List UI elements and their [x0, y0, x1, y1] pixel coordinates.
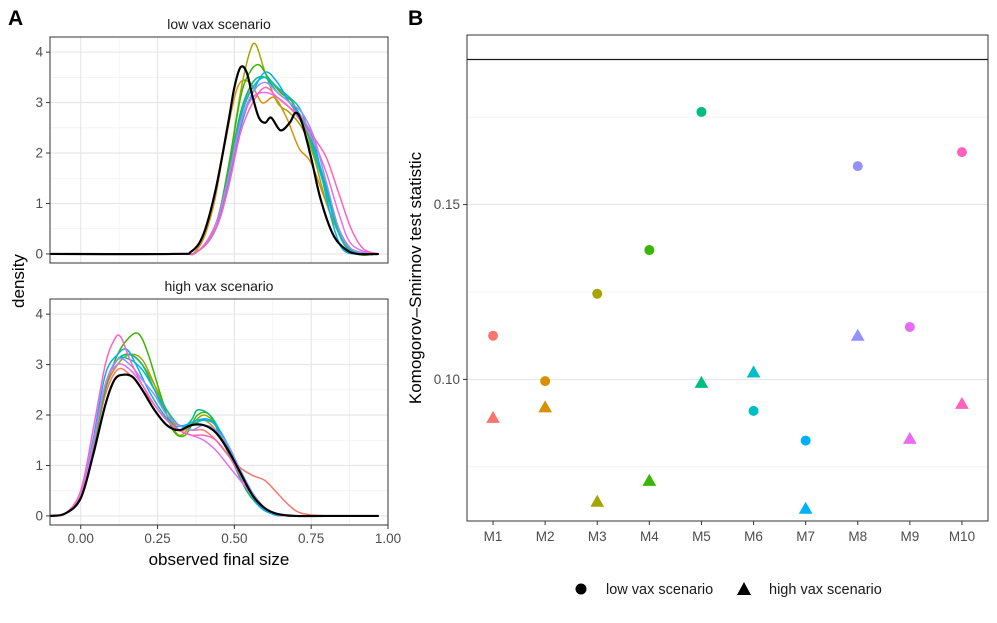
legend: low vax scenario high vax scenario: [575, 582, 882, 598]
point-low-vax-m5: [696, 106, 707, 117]
x-tick-label: M8: [848, 529, 867, 544]
y-tick-label: 2: [35, 146, 43, 161]
y-tick-label: 0.10: [434, 372, 460, 387]
point-high-vax-m8: [850, 328, 865, 341]
point-high-vax-m6: [746, 365, 761, 378]
facet-high-lines: [49, 332, 379, 518]
panel-b-y-axis: 0.10 0.15: [434, 197, 467, 387]
facet-high-strip: [50, 273, 388, 299]
y-tick-label: 0.15: [434, 197, 460, 212]
legend-triangle-key: [737, 582, 751, 595]
facet-low-vax: low vax scenario 0 1 2 3 4: [35, 11, 389, 264]
density-line-observed: [49, 65, 379, 256]
legend-circle-key: [575, 583, 587, 595]
point-low-vax-m7: [800, 435, 811, 446]
facet-high-border: [49, 298, 389, 526]
point-low-vax-m2: [540, 376, 551, 387]
facet-high-strip-label: high vax scenario: [165, 278, 274, 294]
panel-a-x-title: observed final size: [149, 550, 290, 569]
density-line-m10: [49, 86, 380, 255]
panel-a-x-axis: 0.00 0.25 0.50 0.75 1.00: [68, 525, 401, 546]
point-high-vax-m3: [590, 494, 605, 507]
x-tick-label: M5: [692, 529, 711, 544]
point-low-vax-m9: [904, 321, 915, 332]
panel-b-plot-area: [467, 35, 988, 521]
point-low-vax-m4: [644, 245, 655, 256]
panel-b-border: [466, 34, 989, 522]
x-tick-label: 0.75: [298, 531, 324, 546]
legend-label-low: low vax scenario: [606, 582, 713, 598]
point-high-vax-m2: [538, 400, 553, 413]
x-tick-label: M1: [484, 529, 503, 544]
y-tick-label: 0: [35, 246, 43, 261]
x-tick-label: M4: [640, 529, 659, 544]
x-tick-label: 0.50: [221, 531, 247, 546]
x-tick-label: M10: [949, 529, 975, 544]
legend-label-high: high vax scenario: [769, 582, 882, 598]
panel-b-y-title: Komogorov–Smirnov test statistic: [406, 151, 425, 404]
x-tick-label: 1.00: [375, 531, 401, 546]
y-tick-label: 3: [35, 357, 43, 372]
x-tick-label: M9: [900, 529, 919, 544]
facet-high-panel: [50, 299, 388, 525]
point-high-vax-m1: [486, 410, 500, 423]
point-high-vax-m5: [694, 375, 709, 388]
panel-label-b: B: [408, 7, 423, 30]
y-tick-label: 3: [35, 95, 43, 110]
facet-low-border: [49, 36, 389, 264]
facet-low-strip-label: low vax scenario: [167, 16, 271, 32]
panel-b-points: [486, 106, 969, 514]
panel-a: low vax scenario 0 1 2 3 4 high vax scenario…: [9, 11, 401, 569]
panel-b-grid: [467, 116, 988, 468]
point-high-vax-m4: [642, 473, 657, 486]
x-tick-label: M7: [796, 529, 815, 544]
x-tick-label: M3: [588, 529, 607, 544]
y-tick-label: 1: [35, 196, 43, 211]
x-tick-label: 0.00: [68, 531, 94, 546]
y-tick-label: 4: [35, 45, 43, 60]
point-high-vax-m9: [902, 431, 917, 444]
facet-high-y-axis: 0 1 2 3 4: [35, 307, 50, 523]
x-tick-label: M2: [536, 529, 555, 544]
point-low-vax-m10: [956, 147, 967, 158]
point-low-vax-m8: [852, 161, 863, 172]
y-tick-label: 0: [35, 508, 43, 523]
point-high-vax-m10: [955, 396, 969, 409]
panel-b-x-axis: M1 M2 M3 M4 M5 M6 M7 M8 M9 M10: [484, 521, 975, 544]
facet-low-panel: [50, 37, 388, 263]
point-low-vax-m3: [592, 288, 603, 299]
y-tick-label: 4: [35, 307, 43, 322]
facet-high-vax: high vax scenario 0 1 2 3 4: [35, 273, 389, 526]
facet-low-y-axis: 0 1 2 3 4: [35, 45, 50, 261]
point-high-vax-m7: [798, 501, 813, 514]
facet-low-strip: [50, 11, 388, 37]
y-tick-label: 2: [35, 408, 43, 423]
panel-label-a: A: [8, 7, 23, 30]
density-line-observed: [49, 373, 379, 518]
y-tick-label: 1: [35, 458, 43, 473]
x-tick-label: 0.25: [144, 531, 170, 546]
x-tick-label: M6: [744, 529, 763, 544]
panel-a-y-title: density: [9, 254, 28, 308]
point-low-vax-m1: [488, 330, 499, 341]
point-low-vax-m6: [748, 405, 759, 416]
facet-low-lines: [49, 42, 380, 256]
panel-b: 0.10 0.15 M1 M2 M3 M4 M5 M6 M7 M8 M9 M10 Komogorov…: [406, 34, 989, 598]
